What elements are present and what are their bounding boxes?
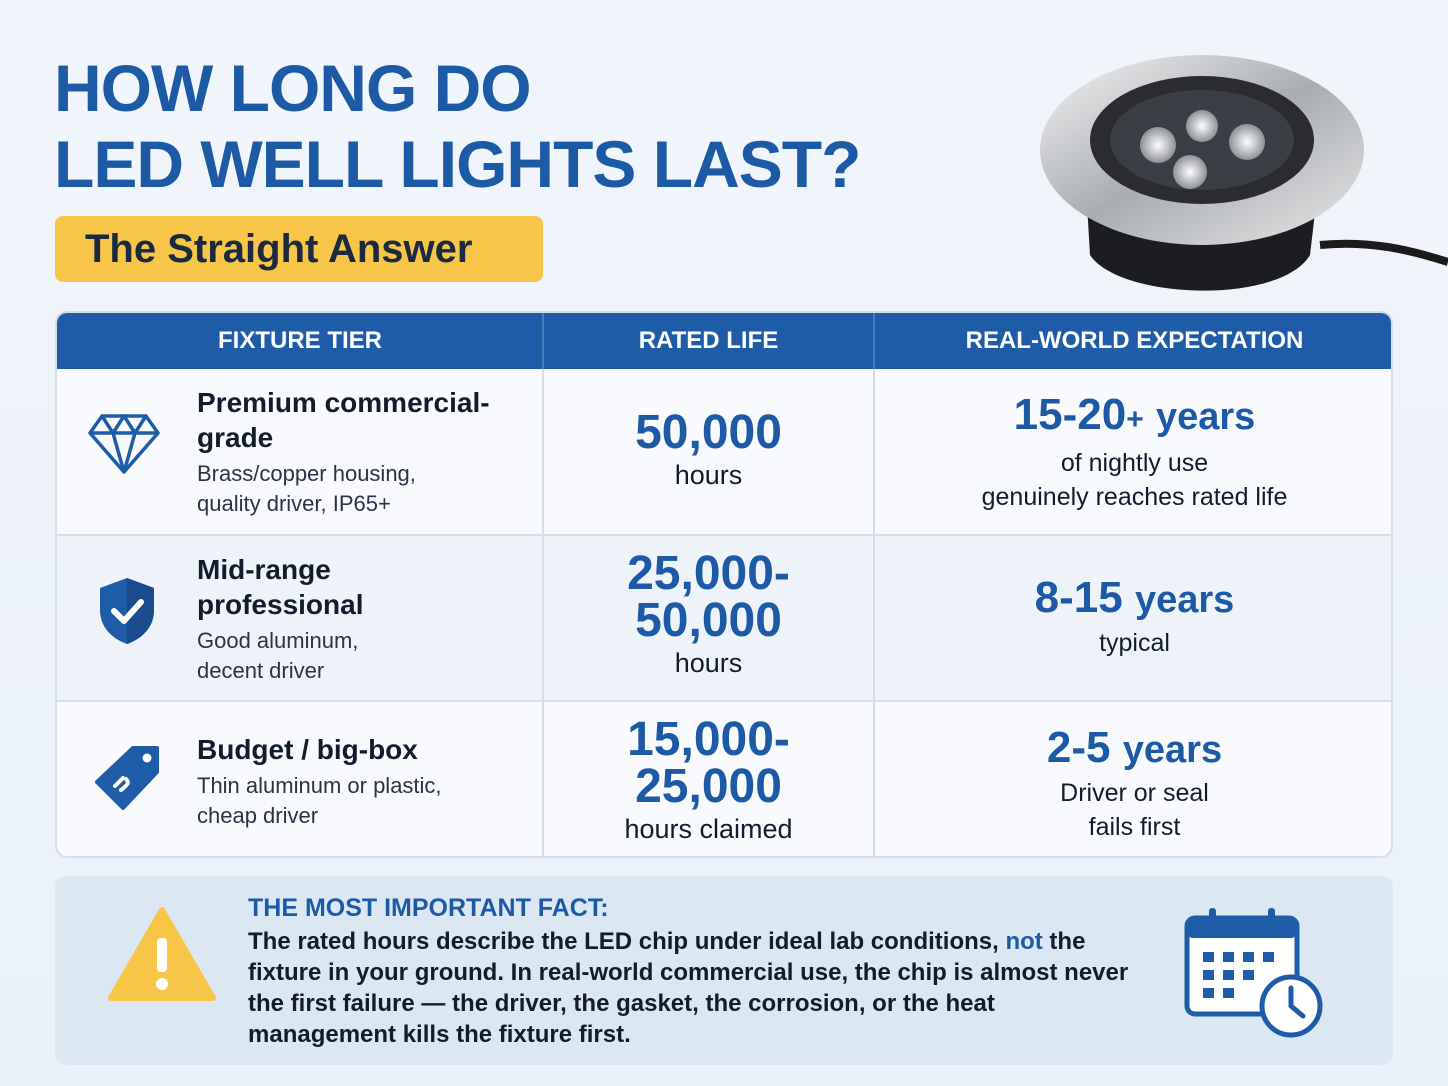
real-headline: 2-5 years (874, 722, 1391, 776)
fact-text-part: The rated hours describe the LED chip un… (248, 928, 1006, 955)
rated-unit: hours (674, 460, 743, 490)
shield-icon (100, 578, 154, 644)
tag-icon (95, 746, 159, 810)
lamp-photo (1040, 55, 1448, 291)
real-note: typical (1099, 629, 1170, 657)
column-header: REAL-WORLD EXPECTATION (965, 327, 1304, 354)
tier-cell: Budget / big-box Thin aluminum or plasti… (197, 732, 497, 831)
title: HOW LONG DO LED WELL LIGHTS LAST? (54, 50, 861, 202)
rated-hours: 25,000 (635, 760, 782, 813)
tier-name: Premium commercial-grade (197, 387, 490, 453)
divider (873, 313, 875, 369)
tier-cell: Mid-range professional Good aluminum, de… (197, 552, 497, 686)
tier-name: Budget / big-box (197, 734, 418, 765)
real-cell: 15-20+ years of nightly use genuinely re… (874, 389, 1391, 514)
table-header: FIXTURE TIER RATED LIFE REAL-WORLD EXPEC… (57, 313, 1391, 369)
divider (542, 313, 544, 369)
plus: + (1126, 403, 1144, 436)
real-note: of nightly use (1060, 449, 1209, 477)
real-note: genuinely reaches rated life (981, 483, 1288, 511)
diamond-icon (88, 414, 160, 474)
real-cell: 2-5 years Driver or seal fails first (874, 722, 1391, 844)
fact-emphasis: not (1005, 928, 1043, 955)
years-unit: years (1134, 579, 1235, 621)
title-line: LED WELL LIGHTS LAST? (54, 127, 861, 201)
tier-description: Good aluminum, decent driver (197, 628, 359, 683)
rated-hours: 15,000- (627, 713, 790, 766)
divider (873, 369, 875, 856)
years-unit: years (1122, 729, 1223, 771)
rated-cell: 50,000 hours (543, 409, 874, 494)
table-row: Mid-range professional Good aluminum, de… (57, 534, 1391, 700)
calendar-icon (1184, 908, 1323, 1038)
rated-unit: hours (674, 648, 743, 678)
real-note: Driver or seal (1060, 779, 1209, 807)
real-headline: 15-20+ years (874, 389, 1391, 446)
warning-icon (108, 907, 216, 1001)
table-row: Premium commercial-grade Brass/copper ho… (57, 369, 1391, 534)
years-range: 15-20 (1013, 390, 1127, 439)
fact-box: THE MOST IMPORTANT FACT: The rated hours… (55, 876, 1393, 1065)
real-cell: 8-15 years typical (874, 572, 1391, 660)
rated-hours: 50,000 (635, 594, 782, 647)
title-line: HOW LONG DO (54, 51, 532, 125)
real-note: fails first (1088, 813, 1181, 841)
lifespan-table: FIXTURE TIER RATED LIFE REAL-WORLD EXPEC… (55, 311, 1393, 858)
column-header: RATED LIFE (638, 327, 779, 354)
years-range: 8-15 (1034, 573, 1123, 622)
rated-cell: 15,000- 25,000 hours claimed (543, 716, 874, 848)
real-headline: 8-15 years (874, 572, 1391, 626)
divider (542, 369, 544, 856)
years-unit: years (1155, 396, 1256, 438)
tier-cell: Premium commercial-grade Brass/copper ho… (197, 385, 497, 519)
tier-name: Mid-range professional (197, 554, 364, 620)
rated-cell: 25,000- 50,000 hours (543, 550, 874, 682)
rated-hours: 50,000 (635, 406, 782, 459)
fact-text: The rated hours describe the LED chip un… (248, 926, 1138, 1050)
badge: The Straight Answer (55, 216, 543, 282)
fact-text-part: the fixture in your ground. In real-worl… (248, 928, 1129, 1048)
tier-description: Thin aluminum or plastic, cheap driver (197, 773, 442, 828)
years-range: 2-5 (1046, 723, 1111, 772)
tier-description: Brass/copper housing, quality driver, IP… (197, 461, 416, 516)
table-row: Budget / big-box Thin aluminum or plasti… (57, 700, 1391, 856)
fact-label: THE MOST IMPORTANT FACT: (248, 894, 609, 922)
column-header: FIXTURE TIER (217, 327, 382, 354)
rated-unit: hours claimed (624, 814, 793, 844)
rated-hours: 25,000- (627, 547, 790, 600)
